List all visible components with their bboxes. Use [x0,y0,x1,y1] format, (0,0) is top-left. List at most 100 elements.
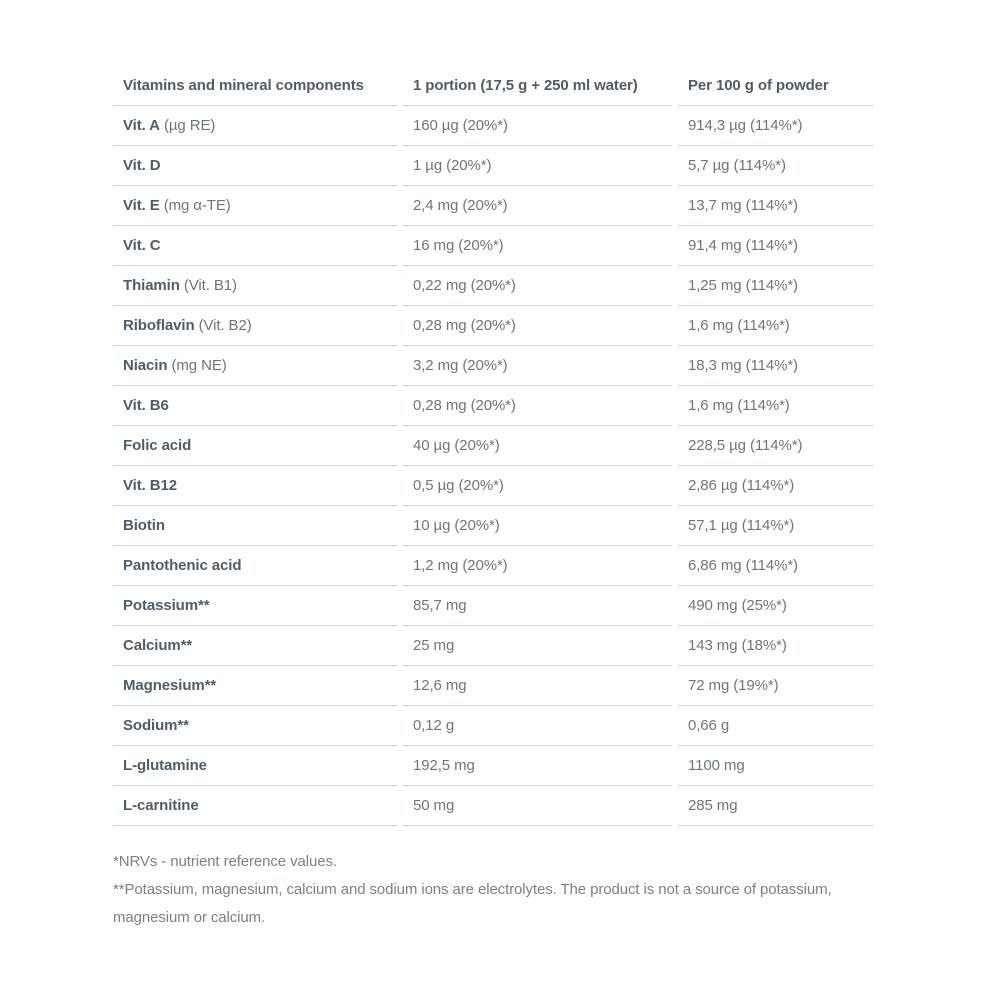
component-cell: Sodium** [113,706,397,746]
component-name: Calcium** [123,637,193,654]
column-header-components: Vitamins and mineral components [113,66,397,106]
portion-value: 10 µg (20%*) [413,517,500,534]
column-header-portion: 1 portion (17,5 g + 250 ml water) [403,66,672,106]
portion-value-cell: 2,4 mg (20%*) [403,186,672,226]
component-name: Pantothenic acid [123,557,242,574]
portion-value: 85,7 mg [413,597,467,614]
per-100g-value-cell: 18,3 mg (114%*) [678,346,873,386]
component-cell: Thiamin (Vit. B1) [113,266,397,306]
per-100g-value: 18,3 mg (114%*) [688,357,798,374]
table-row: Magnesium** 12,6 mg 72 mg (19%*) [113,666,873,706]
per-100g-value-cell: 0,66 g [678,706,873,746]
component-name: Niacin [123,357,168,374]
portion-value: 0,5 µg (20%*) [413,477,504,494]
component-cell: Niacin (mg NE) [113,346,397,386]
portion-value: 25 mg [413,637,455,654]
column-header-per-100g: Per 100 g of powder [678,66,873,106]
footnote-electrolytes: **Potassium, magnesium, calcium and sodi… [113,881,832,926]
portion-value: 160 µg (20%*) [413,117,508,134]
table-row: Vit. A (µg RE) 160 µg (20%*) 914,3 µg (1… [113,106,873,146]
component-name: Biotin [123,517,165,534]
per-100g-value: 143 mg (18%*) [688,637,787,654]
component-cell: Potassium** [113,586,397,626]
per-100g-value: 2,86 µg (114%*) [688,477,795,494]
component-name: Folic acid [123,437,192,454]
component-cell: Vit. B12 [113,466,397,506]
per-100g-value-cell: 1,6 mg (114%*) [678,386,873,426]
component-name-note: (Vit. B1) [179,277,237,294]
per-100g-value: 57,1 µg (114%*) [688,517,795,534]
portion-value: 0,28 mg (20%*) [413,397,516,414]
component-name: Vit. E [123,197,160,214]
portion-value-cell: 25 mg [403,626,672,666]
portion-value: 0,28 mg (20%*) [413,317,516,334]
portion-value-cell: 50 mg [403,786,672,826]
per-100g-value-cell: 91,4 mg (114%*) [678,226,873,266]
component-cell: Vit. D [113,146,397,186]
per-100g-value: 1,6 mg (114%*) [688,317,790,334]
per-100g-value: 0,66 g [688,717,730,734]
component-name: Magnesium** [123,677,217,694]
footnote-nrv: *NRVs - nutrient reference values. [113,853,337,870]
portion-value-cell: 40 µg (20%*) [403,426,672,466]
portion-value: 0,22 mg (20%*) [413,277,516,294]
per-100g-value: 13,7 mg (114%*) [688,197,798,214]
table-row: Vit. E (mg α-TE) 2,4 mg (20%*) 13,7 mg (… [113,186,873,226]
table-row: Sodium** 0,12 g 0,66 g [113,706,873,746]
per-100g-value: 1,6 mg (114%*) [688,397,790,414]
portion-value: 2,4 mg (20%*) [413,197,508,214]
per-100g-value: 91,4 mg (114%*) [688,237,798,254]
per-100g-value-cell: 228,5 µg (114%*) [678,426,873,466]
per-100g-value-cell: 490 mg (25%*) [678,586,873,626]
component-name: Potassium** [123,597,210,614]
per-100g-value-cell: 914,3 µg (114%*) [678,106,873,146]
per-100g-value: 1100 mg [688,757,745,774]
portion-value: 192,5 mg [413,757,475,774]
nutrition-table: Vitamins and mineral components 1 portio… [107,66,879,826]
table-row: Vit. B6 0,28 mg (20%*) 1,6 mg (114%*) [113,386,873,426]
per-100g-value: 490 mg (25%*) [688,597,787,614]
component-name: Sodium** [123,717,189,734]
component-name-note: (mg NE) [167,357,227,374]
portion-value-cell: 0,12 g [403,706,672,746]
component-name: Vit. C [123,237,161,254]
table-header-row: Vitamins and mineral components 1 portio… [113,66,873,106]
per-100g-value: 285 mg [688,797,738,814]
component-name-note: (Vit. B2) [194,317,252,334]
portion-value-cell: 85,7 mg [403,586,672,626]
per-100g-value-cell: 72 mg (19%*) [678,666,873,706]
component-name: Riboflavin [123,317,195,334]
component-name: Vit. B6 [123,397,169,414]
table-row: Pantothenic acid 1,2 mg (20%*) 6,86 mg (… [113,546,873,586]
table-row: L-carnitine 50 mg 285 mg [113,786,873,826]
per-100g-value-cell: 5,7 µg (114%*) [678,146,873,186]
component-name: L-glutamine [123,757,207,774]
component-cell: Vit. A (µg RE) [113,106,397,146]
table-row: Niacin (mg NE) 3,2 mg (20%*) 18,3 mg (11… [113,346,873,386]
component-name: Thiamin [123,277,180,294]
table-row: Vit. D 1 µg (20%*) 5,7 µg (114%*) [113,146,873,186]
per-100g-value: 1,25 mg (114%*) [688,277,798,294]
table-row: Biotin 10 µg (20%*) 57,1 µg (114%*) [113,506,873,546]
per-100g-value-cell: 285 mg [678,786,873,826]
component-name: Vit. D [123,157,161,174]
table-row: Potassium** 85,7 mg 490 mg (25%*) [113,586,873,626]
footnotes: *NRVs - nutrient reference values. **Pot… [113,848,883,932]
per-100g-value: 6,86 mg (114%*) [688,557,798,574]
portion-value-cell: 0,28 mg (20%*) [403,386,672,426]
per-100g-value: 228,5 µg (114%*) [688,437,803,454]
table-row: Thiamin (Vit. B1) 0,22 mg (20%*) 1,25 mg… [113,266,873,306]
portion-value-cell: 1 µg (20%*) [403,146,672,186]
portion-value-cell: 192,5 mg [403,746,672,786]
portion-value-cell: 0,28 mg (20%*) [403,306,672,346]
portion-value-cell: 16 mg (20%*) [403,226,672,266]
table-body: Vit. A (µg RE) 160 µg (20%*) 914,3 µg (1… [113,106,873,826]
per-100g-value-cell: 2,86 µg (114%*) [678,466,873,506]
per-100g-value-cell: 143 mg (18%*) [678,626,873,666]
component-name: L-carnitine [123,797,199,814]
table-row: Riboflavin (Vit. B2) 0,28 mg (20%*) 1,6 … [113,306,873,346]
per-100g-value-cell: 1,6 mg (114%*) [678,306,873,346]
table-row: Calcium** 25 mg 143 mg (18%*) [113,626,873,666]
component-cell: Pantothenic acid [113,546,397,586]
component-name: Vit. A [123,117,160,134]
